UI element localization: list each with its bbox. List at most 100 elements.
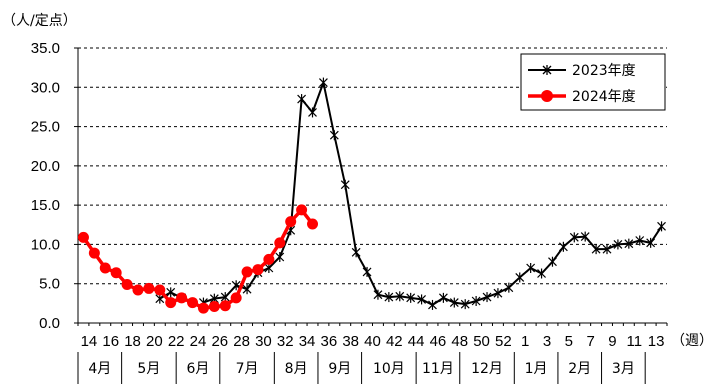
data-point [504,282,514,293]
data-point [176,292,188,304]
y-tick-label: 0.0 [39,315,60,332]
data-point [110,267,122,279]
data-point [602,244,612,255]
x-axis: 14 16 18 20 22 24 26 28 30 32 34 36 38 40 42 44 46 48 50 52… [77,48,668,384]
data-point [537,268,546,279]
x-tick-label: 40 [364,333,381,350]
month-label: 6月 [187,361,210,377]
data-point [362,266,372,277]
y-axis-ticks: 0.0 5.0 10.0 15.0 20.0 25.0 30.0 35.0 [31,40,78,332]
x-tick-label: 7 [586,333,594,350]
x-tick-label: 9 [608,333,616,350]
y-tick-label: 25.0 [31,119,60,136]
data-point [351,247,361,258]
x-tick-label: 42 [386,333,403,350]
data-point [263,253,275,265]
month-label: 7月 [236,361,259,377]
data-point [493,288,503,299]
data-point [406,292,416,303]
data-point [340,179,350,190]
month-label: 8月 [285,361,308,377]
data-point [88,247,100,259]
y-tick-label: 35.0 [31,40,60,57]
data-point [241,266,253,278]
x-tick-label: 34 [299,333,316,350]
x-tick-label: 14 [81,333,98,350]
data-point [613,239,623,250]
data-point [165,297,177,309]
x-tick-label: 20 [146,333,163,350]
month-label: 4月 [88,361,111,377]
x-tick-label: 50 [473,333,490,350]
x-tick-label: 3 [543,333,551,350]
x-tick-label: 1 [521,333,529,350]
data-point [274,237,286,249]
data-point [230,292,242,304]
data-point [121,279,133,290]
data-point [208,301,220,312]
x-tick-label: 28 [233,333,250,350]
x-tick-label: 52 [495,333,512,350]
y-tick-label: 20.0 [31,158,60,175]
month-label: 11月 [422,361,454,377]
x-tick-label: 38 [342,333,359,350]
month-label: 12月 [471,361,503,377]
data-point [395,291,405,302]
legend-marker-2023 [542,65,552,75]
data-point [657,221,666,232]
data-point [329,130,339,141]
data-point [428,299,437,310]
data-point [197,302,209,314]
data-point [99,262,111,274]
data-point [166,287,176,298]
month-label: 1月 [525,361,548,377]
data-point [77,231,89,243]
data-point [384,292,394,303]
x-tick-label: 13 [648,333,665,350]
y-unit-label: （人/定点） [2,13,77,29]
data-point [154,284,166,296]
data-point [438,292,448,303]
data-point [449,297,459,308]
month-label: 5月 [137,361,160,377]
data-point [132,284,144,296]
data-point [646,237,656,248]
series-1 [77,204,319,314]
x-tick-label: 11 [626,333,642,350]
data-point [548,256,557,267]
series-0 [155,77,666,310]
data-point [635,235,645,246]
data-point [558,241,568,252]
data-point [460,299,470,310]
data-point [526,263,536,273]
data-point [482,292,492,303]
x-tick-label: 5 [565,333,573,350]
y-tick-label: 30.0 [31,79,60,96]
data-point [242,284,252,295]
x-tick-label: 26 [211,333,228,350]
data-point [569,232,579,243]
legend-entry-2024: 2024年度 [528,89,636,105]
gridlines [78,47,667,285]
month-label: 10月 [373,361,405,377]
data-point [285,216,297,228]
legend-entry-2023: 2023年度 [528,63,636,79]
data-point [624,238,634,249]
data-point [373,289,383,300]
data-point [252,264,264,276]
x-tick-label: 16 [102,333,119,350]
x-tick-label: 44 [408,333,425,350]
data-point [580,231,590,242]
month-label: 3月 [612,361,635,377]
legend-label-2024: 2024年度 [572,89,636,105]
x-unit-label: （週） [671,333,713,349]
x-tick-label: 24 [190,333,207,350]
month-label: 2月 [568,361,591,377]
data-point [417,294,427,305]
data-point [297,94,307,105]
x-tick-label: 36 [321,333,338,350]
y-tick-label: 5.0 [39,276,60,293]
x-tick-label: 46 [430,333,447,350]
legend: 2023年度 2024年度 [520,53,666,111]
